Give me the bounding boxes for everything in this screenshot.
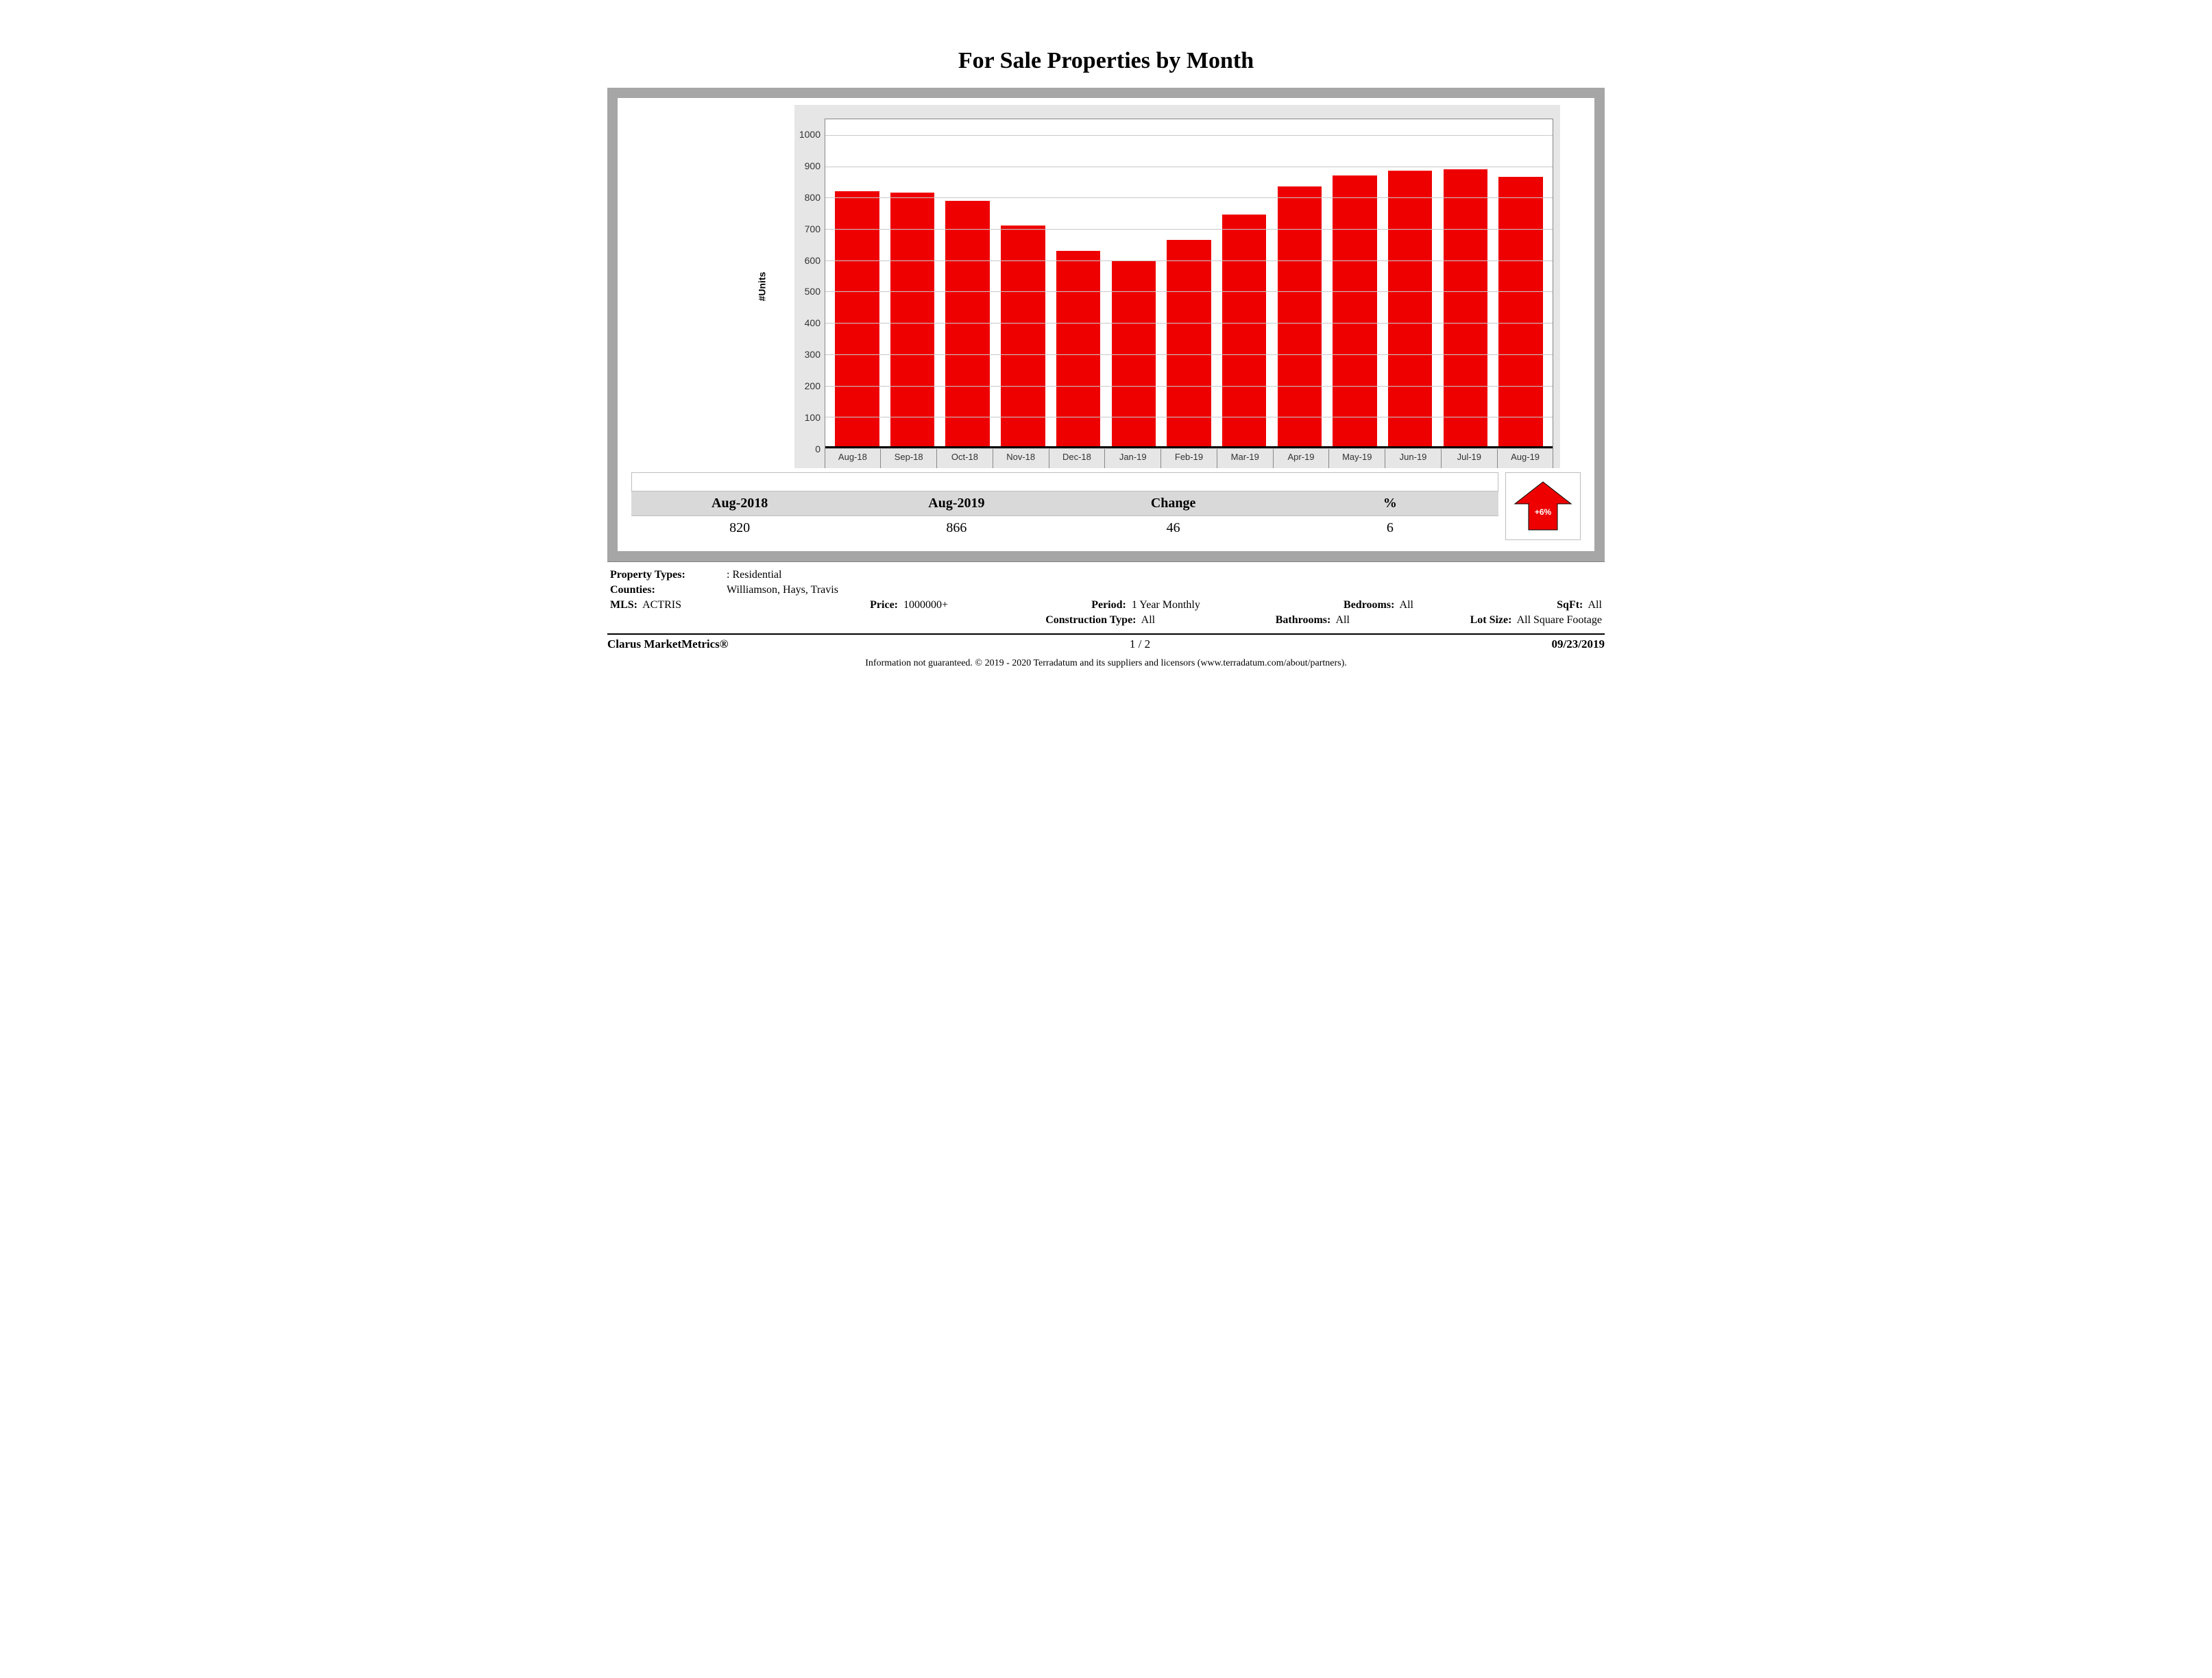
bar bbox=[1498, 177, 1543, 448]
filter-value: All bbox=[1141, 614, 1155, 626]
filter-value: All bbox=[1335, 614, 1349, 626]
footer-disclaimer: Information not guaranteed. © 2019 - 202… bbox=[607, 658, 1605, 669]
filter-label: Lot Size: bbox=[1470, 614, 1512, 626]
y-tick-label: 1000 bbox=[799, 129, 821, 140]
x-tick-label: Feb-19 bbox=[1160, 449, 1217, 468]
bar bbox=[1333, 175, 1377, 448]
summary-header: Aug-2018 bbox=[631, 491, 848, 516]
bar bbox=[1001, 226, 1045, 448]
filter-value: All bbox=[1400, 599, 1413, 611]
footer-brand: Clarus MarketMetrics® bbox=[607, 637, 729, 651]
x-tick-label: Apr-19 bbox=[1273, 449, 1330, 468]
filter-label: Bedrooms: bbox=[1344, 599, 1394, 611]
arrow-up-icon bbox=[1515, 482, 1571, 530]
filter-value: 1 Year Monthly bbox=[1132, 599, 1200, 611]
bar bbox=[1278, 186, 1322, 448]
x-tick-label: May-19 bbox=[1328, 449, 1385, 468]
y-tick-label: 600 bbox=[805, 255, 821, 266]
filter-label: Period: bbox=[1091, 599, 1126, 611]
page-title: For Sale Properties by Month bbox=[607, 48, 1605, 74]
y-tick-label: 900 bbox=[805, 160, 821, 171]
summary-value: 6 bbox=[1282, 516, 1498, 541]
summary-header: Aug-2019 bbox=[848, 491, 1065, 516]
x-tick-label: Aug-19 bbox=[1497, 449, 1554, 468]
x-tick-label: Jul-19 bbox=[1441, 449, 1498, 468]
filter-label: Bathrooms: bbox=[1276, 614, 1331, 626]
x-tick-label: Nov-18 bbox=[993, 449, 1049, 468]
bar bbox=[1222, 215, 1267, 448]
bar bbox=[890, 193, 935, 448]
y-tick-label: 400 bbox=[805, 317, 821, 328]
filter-value: 1000000+ bbox=[903, 599, 948, 611]
y-tick-label: 100 bbox=[805, 412, 821, 423]
y-tick-label: 300 bbox=[805, 349, 821, 360]
x-tick-label: Sep-18 bbox=[880, 449, 937, 468]
filter-value: Williamson, Hays, Travis bbox=[727, 584, 838, 596]
bar-chart: 0 100 200 300 400 500 600 700 800 900 1000 Aug-18S… bbox=[794, 105, 1560, 468]
filter-label: MLS: bbox=[610, 599, 637, 611]
y-tick-label: 800 bbox=[805, 192, 821, 203]
bar bbox=[1056, 251, 1101, 448]
summary-table: Aug-2018 Aug-2019 Change % 820 866 46 bbox=[631, 472, 1498, 540]
x-tick-label: Oct-18 bbox=[936, 449, 993, 468]
filter-value: ACTRIS bbox=[642, 599, 681, 611]
y-tick-label: 200 bbox=[805, 380, 821, 391]
footer-page: 1 / 2 bbox=[1130, 637, 1150, 651]
summary-value: 46 bbox=[1065, 516, 1282, 541]
filter-value: All bbox=[1588, 599, 1602, 611]
x-tick-label: Dec-18 bbox=[1049, 449, 1106, 468]
indicator-text: +6% bbox=[1535, 507, 1552, 517]
filter-label: SqFt: bbox=[1557, 599, 1583, 611]
bar bbox=[1388, 171, 1433, 448]
y-tick-label: 500 bbox=[805, 286, 821, 297]
summary-value: 866 bbox=[848, 516, 1065, 541]
x-tick-label: Jan-19 bbox=[1104, 449, 1161, 468]
summary-header: Change bbox=[1065, 491, 1282, 516]
filter-label: Construction Type: bbox=[1045, 614, 1136, 626]
bar bbox=[945, 201, 990, 448]
x-tick-label: Jun-19 bbox=[1385, 449, 1442, 468]
y-tick-label: 0 bbox=[815, 443, 821, 454]
bar bbox=[835, 191, 879, 448]
y-axis-label: #Units bbox=[756, 272, 767, 302]
bar bbox=[1444, 169, 1488, 448]
x-tick-label: Aug-18 bbox=[825, 449, 882, 468]
filter-label: Price: bbox=[870, 599, 898, 611]
filter-label: Counties: bbox=[610, 584, 655, 596]
footer-date: 09/23/2019 bbox=[1552, 637, 1605, 651]
footer: Clarus MarketMetrics® 1 / 2 09/23/2019 bbox=[607, 633, 1605, 651]
chart-frame: #Units 0 100 200 300 400 500 600 700 800 900 1000 … bbox=[607, 88, 1605, 561]
change-indicator: +6% bbox=[1505, 472, 1581, 540]
x-tick-label: Mar-19 bbox=[1217, 449, 1274, 468]
filters-panel: Property Types: : Residential Counties: … bbox=[607, 561, 1605, 628]
y-tick-label: 700 bbox=[805, 223, 821, 234]
filter-value: All Square Footage bbox=[1517, 614, 1602, 626]
summary-value: 820 bbox=[631, 516, 848, 541]
filter-label: Property Types: bbox=[610, 569, 685, 581]
summary-header: % bbox=[1282, 491, 1498, 516]
filter-value: : Residential bbox=[727, 569, 781, 581]
